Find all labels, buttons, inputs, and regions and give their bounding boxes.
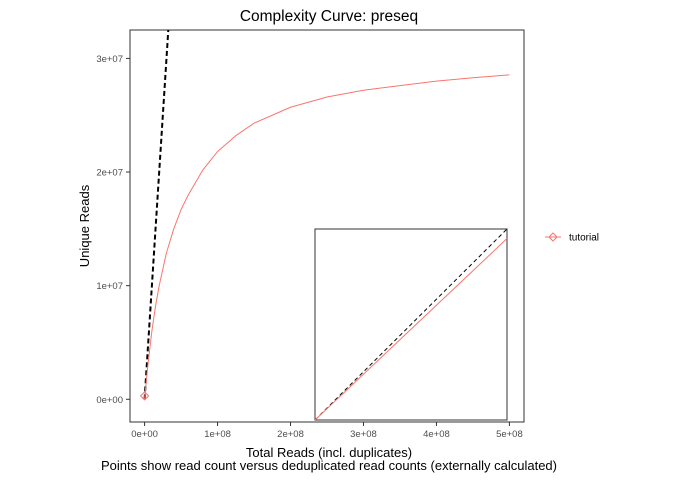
inset-reference-line [314, 228, 508, 421]
series-layer [139, 30, 510, 401]
y-tick-label: 1e+07 [96, 281, 123, 292]
inset-layer [314, 228, 508, 421]
legend[interactable]: tutorial [545, 232, 599, 244]
x-tick-label: 3e+08 [350, 429, 377, 440]
legend-key-marker [548, 232, 558, 242]
x-axis-label: Total Reads (incl. duplicates) [246, 445, 412, 460]
y-axis: 0e+00 1e+07 2e+07 3e+07 [96, 54, 130, 406]
legend-label: tutorial [569, 233, 599, 244]
chart-title: Complexity Curve: preseq [240, 8, 418, 25]
chart-caption: Points show read count versus deduplicat… [101, 458, 557, 473]
y-axis-label: Unique Reads [77, 184, 92, 267]
x-tick-label: 1e+08 [204, 429, 231, 440]
y-tick-label: 2e+07 [96, 168, 123, 179]
y-tick-label: 3e+07 [96, 54, 123, 65]
x-tick-label: 5e+08 [496, 429, 523, 440]
inset-panel [314, 228, 508, 421]
inset-series-line [314, 238, 508, 421]
x-tick-label: 0e+00 [131, 429, 158, 440]
data-point [139, 391, 150, 401]
x-axis: 0e+00 1e+08 2e+08 3e+08 4e+08 5e+08 [131, 422, 523, 440]
reference-line [143, 30, 170, 400]
series-line-tutorial [144, 74, 510, 400]
x-tick-label: 4e+08 [423, 429, 450, 440]
x-tick-label: 2e+08 [277, 429, 304, 440]
y-tick-label: 0e+00 [96, 395, 123, 406]
